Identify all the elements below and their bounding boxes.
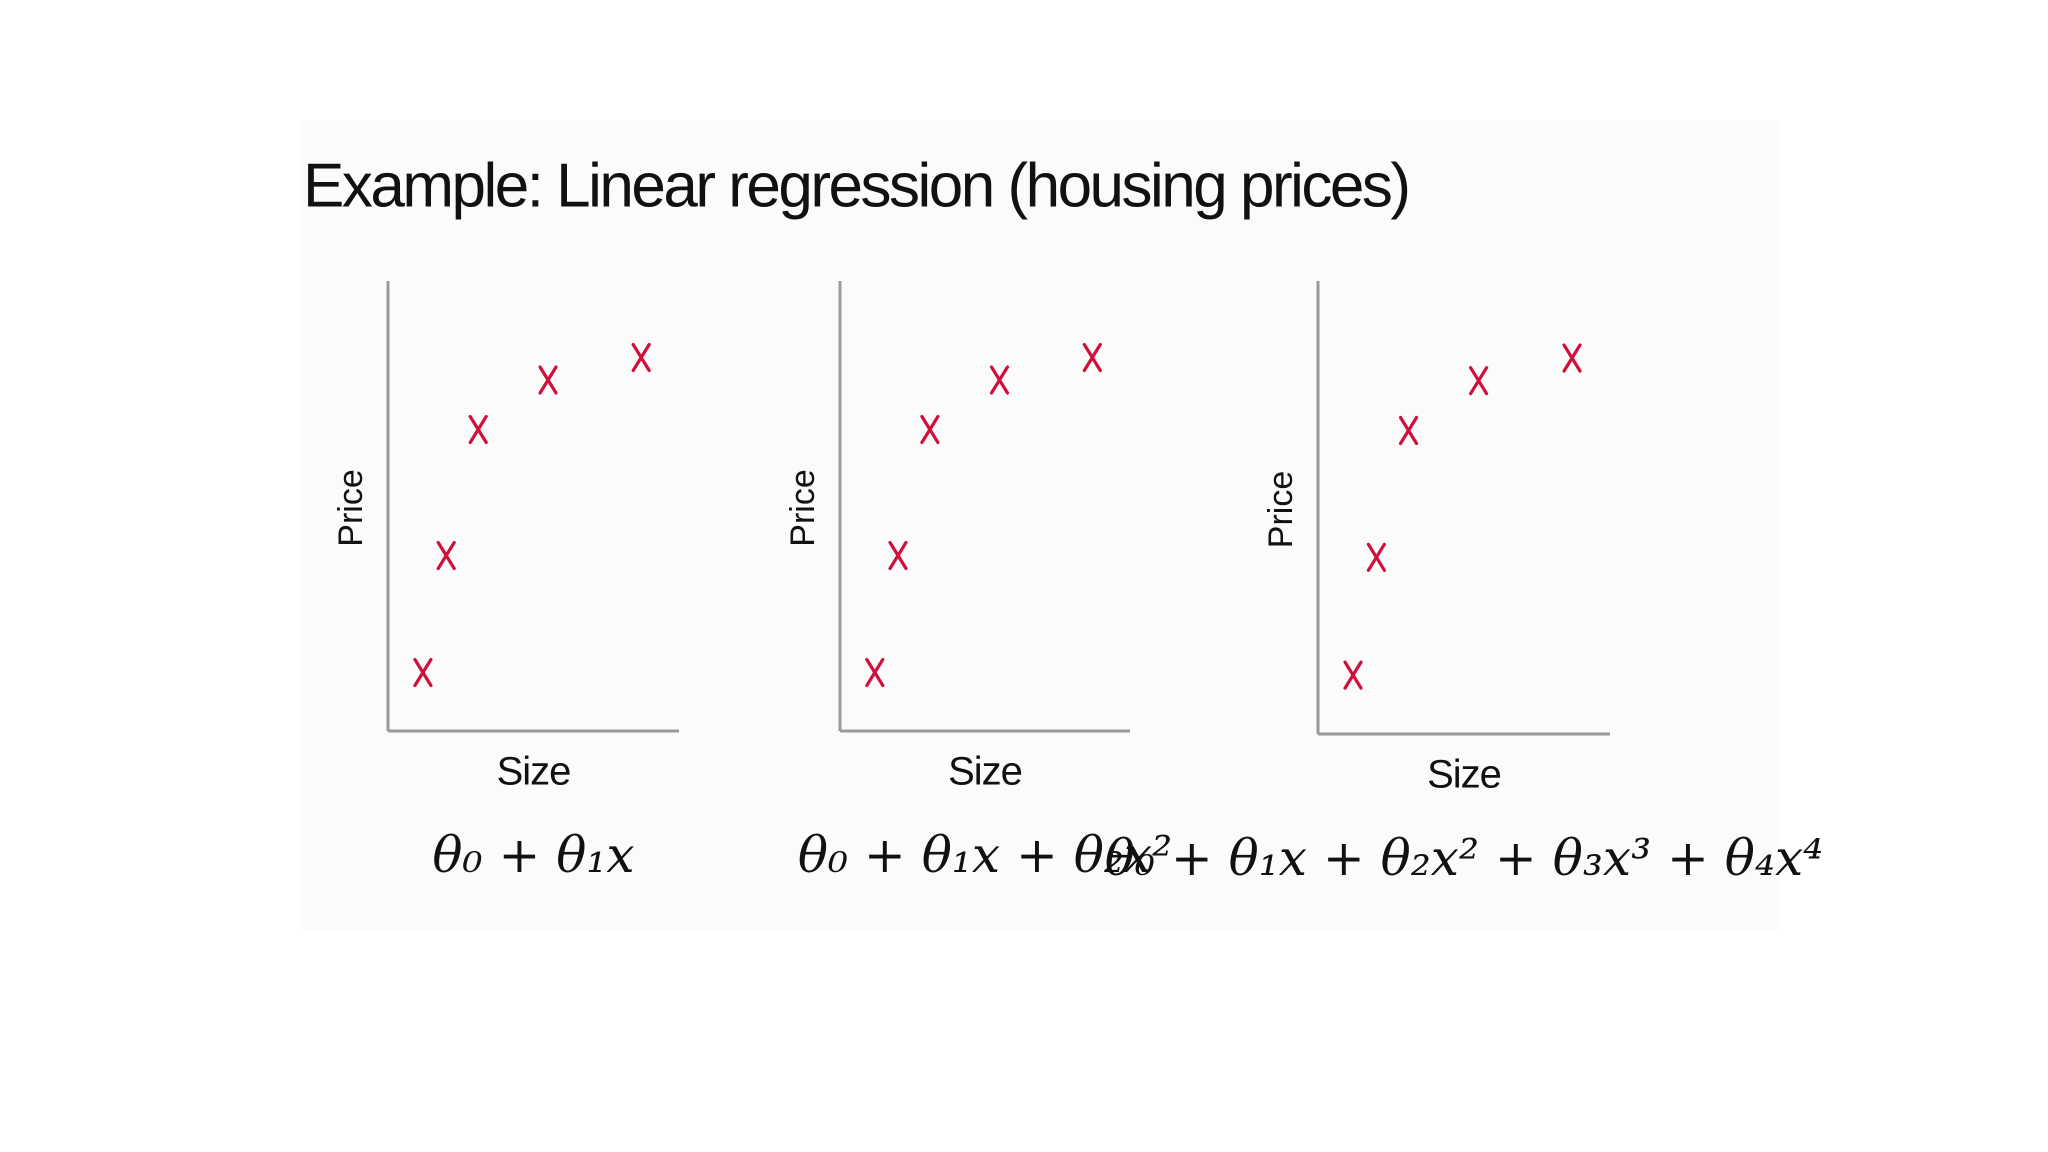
- data-point: [1469, 366, 1489, 396]
- data-point: [989, 365, 1010, 395]
- x-axis-label: Size: [497, 750, 571, 794]
- data-point: [538, 365, 558, 395]
- data-point: [1343, 660, 1363, 690]
- data-point: [413, 657, 433, 688]
- slide-panel: [300, 120, 1780, 930]
- x-axis-label: Size: [1427, 753, 1501, 797]
- data-point: [888, 540, 908, 571]
- data-point: [1562, 343, 1582, 373]
- chart: Price Size θ₀ + θ₁x + θ₂x²: [784, 281, 1172, 884]
- formula: θ₀ + θ₁x: [432, 826, 634, 884]
- data-point: [631, 342, 651, 373]
- x-axis-label: Size: [948, 750, 1022, 794]
- data-point: [468, 414, 488, 445]
- chart: Price Size θ₀ + θ₁x: [332, 281, 679, 884]
- data-point: [1082, 342, 1102, 373]
- y-axis-label: Price: [1262, 471, 1300, 548]
- data-point: [920, 414, 940, 445]
- formula: θ₀ + θ₁x + θ₂x²: [798, 826, 1172, 884]
- formula: θ₀ + θ₁x + θ₂x² + θ₃x³ + θ₄x⁴: [1105, 829, 1823, 887]
- data-point: [865, 657, 885, 688]
- data-point: [1366, 542, 1386, 572]
- data-point: [1398, 415, 1419, 446]
- data-point: [436, 540, 456, 571]
- chart: Price Size θ₀ + θ₁x + θ₂x² + θ₃x³ + θ₄x⁴: [1105, 281, 1823, 887]
- slide-title: Example: Linear regression (housing pric…: [303, 151, 1409, 220]
- y-axis-label: Price: [784, 469, 822, 546]
- y-axis-label: Price: [332, 469, 370, 546]
